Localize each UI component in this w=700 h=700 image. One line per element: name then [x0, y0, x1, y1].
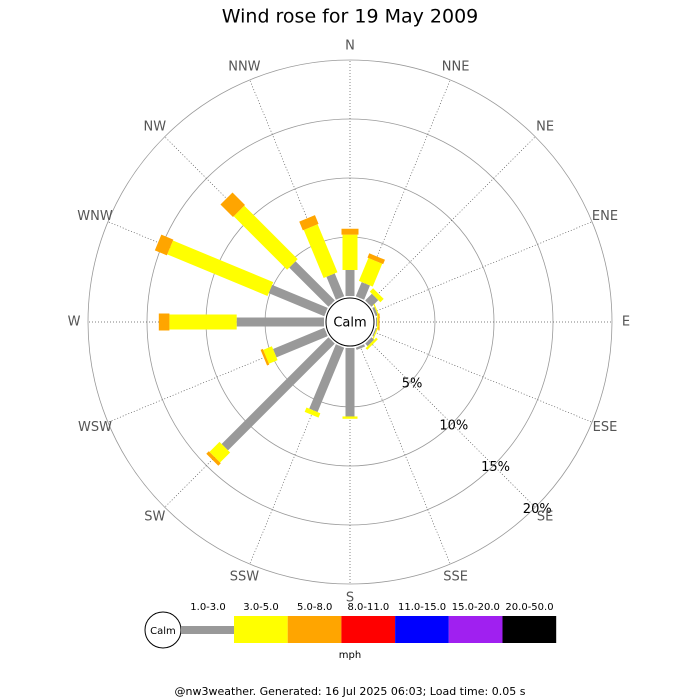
- spoke: [373, 221, 593, 313]
- direction-label: N: [345, 39, 355, 54]
- bar-segment: [167, 240, 274, 296]
- bar-segment: [365, 293, 379, 307]
- legend-title: mph: [339, 650, 361, 661]
- calm-label: Calm: [333, 316, 366, 331]
- spoke: [359, 345, 451, 565]
- direction-label: NNW: [228, 60, 260, 75]
- legend-label: 11.0-15.0: [398, 602, 446, 613]
- direction-label: SSW: [230, 569, 260, 584]
- bar-segment: [221, 337, 335, 451]
- bar-segment: [154, 234, 174, 256]
- direction-label: SSE: [443, 569, 468, 584]
- bar-segment: [299, 215, 319, 231]
- calm-circle: [325, 297, 375, 347]
- bar-segment: [260, 348, 270, 366]
- bar-segment: [209, 441, 231, 463]
- r-tick-label: 20%: [523, 502, 552, 517]
- direction-label: ESE: [593, 420, 618, 435]
- legend-swatch: [234, 616, 288, 643]
- bar-segment: [355, 344, 366, 350]
- bar-segment: [304, 407, 321, 418]
- legend-label: 1.0-3.0: [190, 602, 225, 613]
- direction-label: SE: [537, 510, 553, 525]
- legend-label: 20.0-50.0: [505, 602, 553, 613]
- chart-title: Wind rose for 19 May 2009: [222, 6, 479, 28]
- direction-label: SW: [144, 510, 165, 525]
- legend-swatch: [448, 616, 503, 643]
- legend-swatch: [395, 616, 449, 643]
- r-tick-label: 5%: [402, 377, 423, 392]
- direction-label: NNE: [442, 60, 470, 75]
- direction-label: W: [68, 315, 81, 330]
- legend-label: 3.0-5.0: [243, 602, 278, 613]
- direction-label: ENE: [592, 209, 618, 224]
- bar-segment: [367, 253, 385, 265]
- bar-segment: [365, 337, 375, 347]
- bar-segment: [273, 327, 328, 358]
- legend-swatch: [502, 616, 557, 643]
- direction-label: WNW: [77, 209, 113, 224]
- bar-segment: [263, 346, 278, 364]
- direction-label: NW: [144, 119, 167, 134]
- bar-segment: [220, 192, 246, 218]
- grid-ring: [87, 59, 613, 585]
- legend-label: 8.0-11.0: [348, 602, 390, 613]
- direction-label: NE: [536, 119, 554, 134]
- bar-segment: [369, 288, 384, 303]
- direction-label: E: [622, 315, 630, 330]
- spoke: [373, 331, 593, 423]
- spoke: [368, 136, 536, 304]
- legend-swatch: [287, 616, 342, 643]
- bar-segment: [326, 273, 345, 300]
- legend-calm-label: Calm: [150, 626, 176, 637]
- bar-segment: [309, 344, 345, 413]
- bar-segment: [289, 261, 335, 307]
- direction-label: WSW: [78, 420, 112, 435]
- bar-segment: [303, 224, 338, 278]
- legend-label: 15.0-20.0: [452, 602, 500, 613]
- direction-label: S: [346, 591, 354, 606]
- bar-segment: [233, 205, 298, 270]
- bar-segment: [355, 282, 370, 300]
- bar-segment: [358, 258, 383, 287]
- footer: @nw3weather. Generated: 16 Jul 2025 06:0…: [175, 685, 526, 698]
- bar-segment: [372, 306, 378, 317]
- legend-swatch: [341, 616, 396, 643]
- spoke: [368, 340, 536, 508]
- legend-label: 5.0-8.0: [297, 602, 332, 613]
- bar-segment: [268, 284, 328, 317]
- bar-segment: [206, 451, 221, 466]
- r-tick-label: 15%: [481, 460, 510, 475]
- bar-segment: [365, 337, 378, 350]
